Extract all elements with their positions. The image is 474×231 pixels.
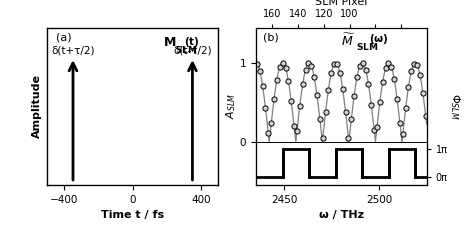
- Text: $\widetilde{M}$: $\widetilde{M}$: [341, 32, 356, 49]
- Point: [284, 79, 292, 83]
- Point: [353, 75, 361, 79]
- Point: [376, 100, 383, 104]
- Point: [422, 114, 429, 118]
- Point: [373, 125, 381, 128]
- Point: [270, 97, 278, 101]
- Point: [293, 129, 301, 133]
- Point: [402, 107, 410, 110]
- Point: [290, 124, 298, 128]
- Point: [299, 82, 307, 86]
- Point: [328, 71, 335, 75]
- Point: [342, 110, 349, 114]
- Text: $\mathbf{M}$: $\mathbf{M}$: [164, 36, 177, 49]
- Text: $\mathbf{(\omega)}$: $\mathbf{(\omega)}$: [369, 32, 388, 46]
- Point: [359, 61, 366, 65]
- Point: [339, 88, 346, 91]
- Point: [413, 63, 421, 67]
- Y-axis label: Amplitude: Amplitude: [32, 74, 42, 138]
- Point: [282, 66, 289, 70]
- Point: [308, 64, 315, 67]
- Point: [287, 100, 295, 103]
- Point: [365, 82, 372, 86]
- Y-axis label: $\Phi_{SLM}$: $\Phi_{SLM}$: [448, 93, 462, 120]
- Text: $\mathbf{SLM}$: $\mathbf{SLM}$: [174, 44, 197, 55]
- Point: [347, 118, 355, 121]
- Point: [416, 73, 424, 77]
- Point: [310, 75, 318, 79]
- Point: [276, 65, 283, 69]
- X-axis label: ω / THz: ω / THz: [319, 210, 364, 220]
- Point: [319, 136, 327, 140]
- Text: δ(t+τ/2): δ(t+τ/2): [51, 45, 95, 55]
- Point: [322, 110, 329, 114]
- Point: [296, 104, 304, 107]
- Point: [419, 91, 427, 94]
- X-axis label: SLM Pixel: SLM Pixel: [315, 0, 367, 6]
- Point: [316, 117, 324, 121]
- Point: [264, 132, 272, 135]
- Text: $\mathbf{SLM}$: $\mathbf{SLM}$: [356, 41, 378, 52]
- Y-axis label: $A_{SLM}$: $A_{SLM}$: [224, 93, 238, 119]
- Text: (b): (b): [263, 32, 279, 43]
- Text: (a): (a): [56, 32, 72, 43]
- Point: [345, 136, 352, 140]
- Point: [279, 61, 286, 65]
- Point: [382, 66, 390, 70]
- Point: [325, 88, 332, 92]
- Point: [273, 78, 281, 81]
- X-axis label: Time t / fs: Time t / fs: [101, 210, 164, 220]
- Point: [313, 93, 321, 97]
- Point: [262, 106, 269, 110]
- Point: [362, 68, 369, 71]
- Point: [259, 84, 266, 88]
- Point: [336, 71, 344, 75]
- Point: [391, 77, 398, 81]
- Point: [393, 97, 401, 100]
- Point: [399, 132, 407, 136]
- Point: [256, 69, 264, 73]
- Text: δ(t-τ/2): δ(t-τ/2): [173, 45, 212, 55]
- Point: [379, 80, 386, 83]
- Point: [330, 62, 338, 66]
- Point: [253, 62, 261, 65]
- Point: [356, 64, 364, 68]
- Point: [410, 62, 418, 65]
- Point: [388, 65, 395, 69]
- Point: [385, 61, 392, 65]
- Point: [267, 122, 275, 125]
- Point: [396, 121, 404, 125]
- Point: [333, 62, 341, 66]
- Point: [305, 61, 312, 65]
- Point: [350, 94, 358, 97]
- Point: [370, 128, 378, 132]
- Text: $\mathbf{(t)}$: $\mathbf{(t)}$: [184, 35, 200, 49]
- Point: [302, 68, 310, 72]
- Point: [405, 85, 412, 88]
- Point: [367, 103, 375, 107]
- Point: [408, 69, 415, 73]
